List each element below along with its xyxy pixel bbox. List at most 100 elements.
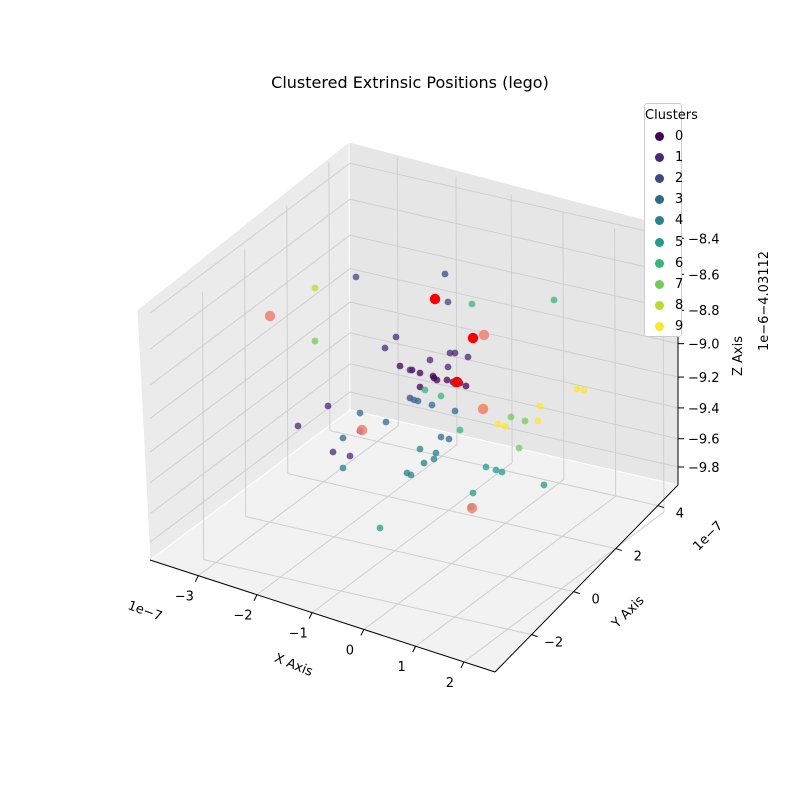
cluster-1-point	[346, 452, 354, 460]
legend-marker	[655, 322, 664, 332]
z-gridline	[149, 301, 351, 453]
legend-item: 4	[655, 212, 683, 230]
legend: Clusters 0 1 2 3 4 5 6 7 8 9	[644, 103, 698, 337]
z-gridline	[149, 332, 351, 484]
z-gridline	[349, 268, 679, 345]
cluster-1-point	[426, 356, 434, 364]
z-tick-label: −9.2	[688, 371, 720, 386]
axis-panes	[136, 140, 679, 673]
y-axis-line	[494, 484, 679, 673]
legend-item: 1	[655, 148, 683, 166]
legend-marker	[655, 279, 664, 289]
legend-marker	[655, 152, 664, 162]
data-points	[264, 270, 588, 532]
highlight-point	[478, 329, 490, 341]
y-tick-mark	[573, 591, 580, 595]
highlight-point	[451, 376, 463, 388]
z-gridline	[149, 162, 351, 314]
legend-title: Clusters	[645, 108, 698, 123]
legend-item: 0	[655, 127, 683, 145]
legend-label: 3	[675, 192, 684, 208]
y-gridline	[203, 559, 532, 636]
z-tick-label: −9.8	[688, 461, 720, 476]
x-tick-mark	[460, 661, 465, 669]
cluster-6-point	[437, 392, 445, 400]
x-axis-label: X Axis	[272, 651, 315, 680]
cluster-6-point	[468, 300, 476, 308]
x-offset-label: 1e−7	[126, 598, 164, 624]
legend-marker	[655, 131, 664, 141]
legend-item: 2	[655, 169, 683, 187]
cluster-4-point	[407, 471, 415, 479]
y-gridline	[328, 162, 331, 431]
x-gridline	[463, 511, 665, 663]
cluster-0-point	[429, 372, 437, 380]
legend-label: 0	[675, 128, 684, 144]
cluster-4-point	[420, 459, 428, 467]
y-tick-mark	[531, 634, 538, 638]
x-tick-label: 1	[398, 660, 406, 675]
cluster-5-point	[498, 468, 506, 476]
legend-label: 6	[675, 255, 684, 271]
cluster-1-point	[464, 353, 472, 361]
cluster-9-point	[534, 417, 542, 425]
cluster-1-point	[446, 349, 454, 357]
cluster-0-point	[396, 362, 404, 370]
y-offset-label: 1e−7	[691, 519, 727, 555]
cluster-9-point	[494, 420, 502, 428]
x-axis-line	[149, 559, 496, 673]
x-tick-label: 0	[346, 643, 354, 658]
legend-marker	[655, 301, 664, 311]
cluster-9-point	[536, 402, 544, 410]
x-tick-label: −2	[233, 609, 252, 624]
cluster-6-point	[456, 426, 464, 434]
legend-marker	[655, 216, 664, 226]
cluster-5-point	[540, 481, 548, 489]
y-gridline	[286, 205, 289, 474]
cluster-9-point	[580, 386, 588, 394]
x-gridline	[562, 211, 565, 480]
cluster-1-point	[406, 366, 414, 374]
x-gridline	[311, 462, 513, 614]
highlight-point	[466, 502, 478, 514]
cluster-1-point	[444, 363, 452, 371]
z-gridline	[349, 301, 679, 378]
z-gridline	[149, 391, 351, 543]
cluster-4-point	[432, 449, 440, 457]
z-tick-label: −9.0	[688, 338, 720, 353]
z-gridline	[349, 363, 679, 440]
cluster-6-point	[550, 296, 558, 304]
cluster-0-point	[462, 382, 470, 390]
z-tick-label: −9.4	[688, 402, 720, 417]
cluster-2-point	[441, 270, 449, 278]
legend-item: 8	[655, 297, 683, 315]
legend-item: 3	[655, 191, 683, 209]
z-offset-label: 1e−6−4.03112	[757, 251, 772, 351]
cluster-1-point	[324, 402, 332, 410]
cluster-1-point	[381, 344, 389, 352]
cluster-7-point	[311, 337, 319, 345]
highlight-point	[356, 424, 368, 436]
legend-item: 9	[655, 318, 683, 336]
legend-label: 9	[675, 319, 684, 335]
y-gridline	[287, 473, 616, 550]
z-gridline	[149, 198, 351, 350]
cluster-9-point	[501, 422, 509, 430]
x-gridline	[363, 479, 565, 630]
cluster-3-point	[451, 407, 459, 415]
y-tick-label: 2	[634, 550, 642, 565]
y-tick-label: 4	[676, 507, 684, 522]
x-gridline	[256, 444, 458, 596]
legend-label: 8	[675, 298, 684, 314]
z-gridline	[149, 268, 351, 420]
cluster-0-point	[416, 369, 424, 377]
legend-label: 2	[675, 170, 684, 186]
cluster-1-point	[392, 333, 400, 341]
cluster-2-point	[352, 273, 360, 281]
x-tick-label: −1	[289, 627, 308, 642]
x-gridline	[198, 425, 399, 577]
x-tick-mark	[412, 646, 417, 653]
cluster-7-point	[521, 417, 529, 425]
y-gridline	[245, 516, 574, 593]
cluster-8-point	[311, 284, 319, 292]
